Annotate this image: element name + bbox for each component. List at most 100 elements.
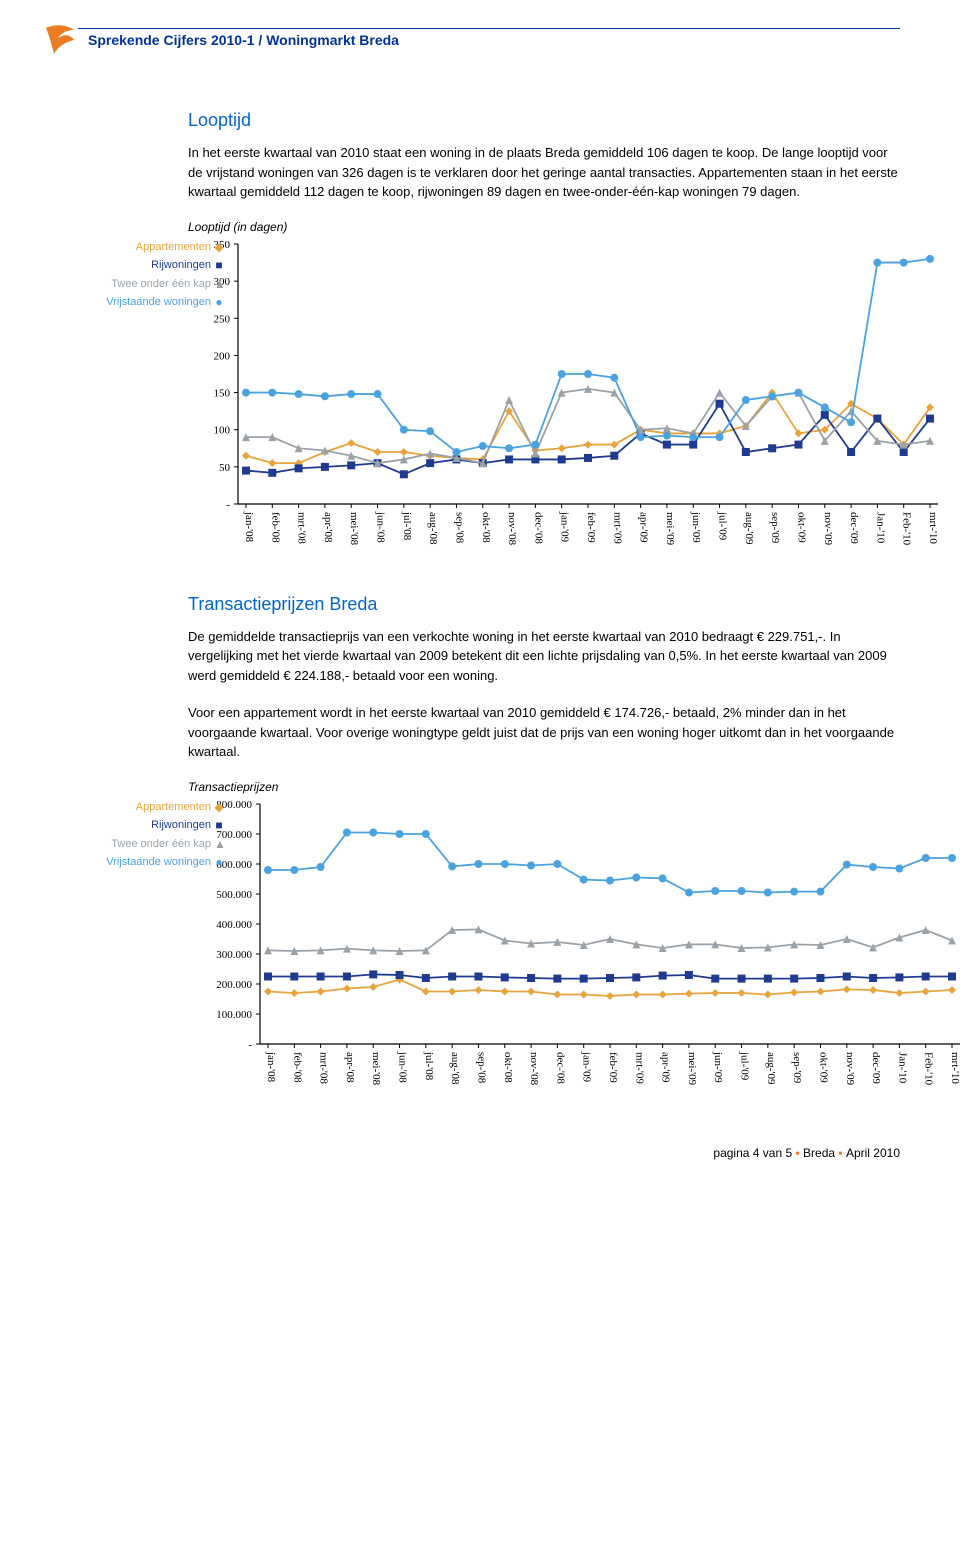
chart-label: Looptijd (in dagen) — [188, 220, 900, 234]
legend-item: Vrijstaande woningen● — [76, 293, 224, 312]
svg-text:100: 100 — [214, 424, 231, 436]
svg-text:sep-'09: sep-'09 — [769, 512, 781, 544]
logo-icon — [40, 20, 80, 60]
svg-text:mei-'09: mei-'09 — [686, 1052, 698, 1086]
legend-marker-icon: ■ — [214, 816, 224, 835]
svg-text:dec-'09: dec-'09 — [848, 512, 860, 544]
svg-text:mei-'08: mei-'08 — [370, 1052, 382, 1086]
legend-item: Appartementen◆ — [76, 798, 224, 817]
svg-text:nov-'08: nov-'08 — [506, 512, 518, 546]
svg-text:mrt-'09: mrt-'09 — [633, 1052, 645, 1084]
legend-label: Twee onder één kap — [111, 838, 211, 850]
svg-text:Feb-'10: Feb-'10 — [901, 512, 913, 546]
svg-text:100.000: 100.000 — [216, 1009, 252, 1021]
section-looptijd: Looptijd In het eerste kwartaal van 2010… — [188, 110, 900, 234]
svg-text:sep-'08: sep-'08 — [475, 1052, 487, 1084]
chart-looptijd: -50100150200250300350jan-'08feb-'08mrt-'… — [188, 238, 948, 564]
legend-label: Vrijstaande woningen — [106, 296, 211, 308]
chart-legend: Appartementen◆Rijwoningen■Twee onder één… — [76, 798, 224, 872]
svg-text:mrt-'10: mrt-'10 — [949, 1052, 960, 1084]
svg-text:jul-'09: jul-'09 — [717, 511, 729, 541]
svg-text:dec-'09: dec-'09 — [870, 1052, 882, 1084]
legend-item: Appartementen◆ — [76, 238, 224, 257]
section-title: Transactieprijzen Breda — [188, 594, 900, 615]
svg-text:jan-'08: jan-'08 — [265, 1051, 277, 1083]
svg-text:aug-'09: aug-'09 — [743, 512, 755, 545]
section-body-1: De gemiddelde transactieprijs van een ve… — [188, 627, 900, 686]
svg-text:mrt-'08: mrt-'08 — [318, 1052, 330, 1084]
bullet-icon: • — [838, 1146, 846, 1160]
svg-text:500.000: 500.000 — [216, 889, 252, 901]
svg-text:-: - — [226, 499, 230, 511]
svg-text:Feb-'10: Feb-'10 — [923, 1052, 935, 1086]
legend-marker-icon: ▲ — [214, 275, 224, 294]
page-header: Sprekende Cijfers 2010-1 / Woningmarkt B… — [40, 20, 900, 60]
svg-text:-: - — [248, 1039, 252, 1051]
svg-text:300.000: 300.000 — [216, 949, 252, 961]
chart-transactieprijzen: -100.000200.000300.000400.000500.000600.… — [188, 798, 960, 1104]
legend-label: Appartementen — [136, 241, 211, 253]
legend-marker-icon: ◆ — [214, 798, 224, 817]
svg-text:Jan-'10: Jan-'10 — [874, 512, 886, 544]
svg-text:apr-'08: apr-'08 — [322, 512, 334, 543]
section-body: In het eerste kwartaal van 2010 staat ee… — [188, 143, 900, 202]
svg-text:jan-'09: jan-'09 — [581, 1051, 593, 1083]
svg-text:150: 150 — [214, 387, 231, 399]
legend-marker-icon: ◆ — [214, 238, 224, 257]
svg-text:sep-'09: sep-'09 — [791, 1052, 803, 1084]
svg-text:okt-'08: okt-'08 — [502, 1052, 514, 1083]
legend-label: Rijwoningen — [151, 819, 211, 831]
svg-text:50: 50 — [219, 461, 231, 473]
svg-text:200: 200 — [214, 350, 231, 362]
svg-text:okt-'09: okt-'09 — [817, 1052, 829, 1083]
svg-text:jan-'09: jan-'09 — [559, 511, 571, 543]
svg-text:jan-'08: jan-'08 — [243, 511, 255, 543]
svg-text:mrt-'09: mrt-'09 — [611, 512, 623, 544]
legend-item: Rijwoningen■ — [76, 256, 224, 275]
legend-item: Vrijstaande woningen● — [76, 853, 224, 872]
svg-text:mrt-'10: mrt-'10 — [927, 512, 939, 544]
legend-marker-icon: ▲ — [214, 835, 224, 854]
svg-text:jul-'08: jul-'08 — [423, 1051, 435, 1081]
svg-text:dec-'08: dec-'08 — [554, 1052, 566, 1084]
svg-text:250: 250 — [214, 313, 231, 325]
svg-text:feb-'08: feb-'08 — [269, 512, 281, 543]
header-title: Sprekende Cijfers 2010-1 / Woningmarkt B… — [88, 32, 399, 48]
svg-text:apr-'08: apr-'08 — [344, 1052, 356, 1083]
chart-legend: Appartementen◆Rijwoningen■Twee onder één… — [76, 238, 224, 312]
svg-text:nov-'09: nov-'09 — [844, 1052, 856, 1086]
legend-label: Vrijstaande woningen — [106, 856, 211, 868]
svg-text:nov-'09: nov-'09 — [822, 512, 834, 546]
svg-text:aug-'08: aug-'08 — [427, 512, 439, 545]
svg-text:aug-'08: aug-'08 — [449, 1052, 461, 1085]
svg-text:nov-'08: nov-'08 — [528, 1052, 540, 1086]
legend-marker-icon: ■ — [214, 256, 224, 275]
svg-text:aug-'09: aug-'09 — [765, 1052, 777, 1085]
svg-text:apr-'09: apr-'09 — [638, 512, 650, 543]
footer-city: Breda — [803, 1146, 835, 1160]
chart-prijzen-block: Appartementen◆Rijwoningen■Twee onder één… — [40, 798, 900, 1104]
svg-text:okt-'09: okt-'09 — [795, 512, 807, 543]
section-title: Looptijd — [188, 110, 900, 131]
legend-item: Rijwoningen■ — [76, 816, 224, 835]
svg-text:jul-'09: jul-'09 — [739, 1051, 751, 1081]
legend-label: Appartementen — [136, 801, 211, 813]
svg-text:apr-'09: apr-'09 — [660, 1052, 672, 1083]
page: Sprekende Cijfers 2010-1 / Woningmarkt B… — [0, 0, 960, 1174]
svg-text:jun-'08: jun-'08 — [375, 511, 387, 543]
section-transactieprijzen: Transactieprijzen Breda De gemiddelde tr… — [188, 594, 900, 794]
svg-text:jun-'08: jun-'08 — [397, 1051, 409, 1083]
svg-text:sep-'08: sep-'08 — [453, 512, 465, 544]
page-footer: pagina 4 van 5 • Breda • April 2010 — [713, 1146, 900, 1160]
svg-text:jun-'09: jun-'09 — [690, 511, 702, 543]
legend-item: Twee onder één kap▲ — [76, 275, 224, 294]
svg-text:dec-'08: dec-'08 — [532, 512, 544, 544]
svg-text:feb-'09: feb-'09 — [607, 1052, 619, 1083]
svg-text:mrt-'08: mrt-'08 — [296, 512, 308, 544]
svg-text:400.000: 400.000 — [216, 919, 252, 931]
svg-text:jul-'08: jul-'08 — [401, 511, 413, 541]
legend-marker-icon: ● — [214, 853, 224, 872]
chart-looptijd-block: Appartementen◆Rijwoningen■Twee onder één… — [40, 238, 900, 564]
footer-date: April 2010 — [846, 1146, 900, 1160]
svg-text:200.000: 200.000 — [216, 979, 252, 991]
